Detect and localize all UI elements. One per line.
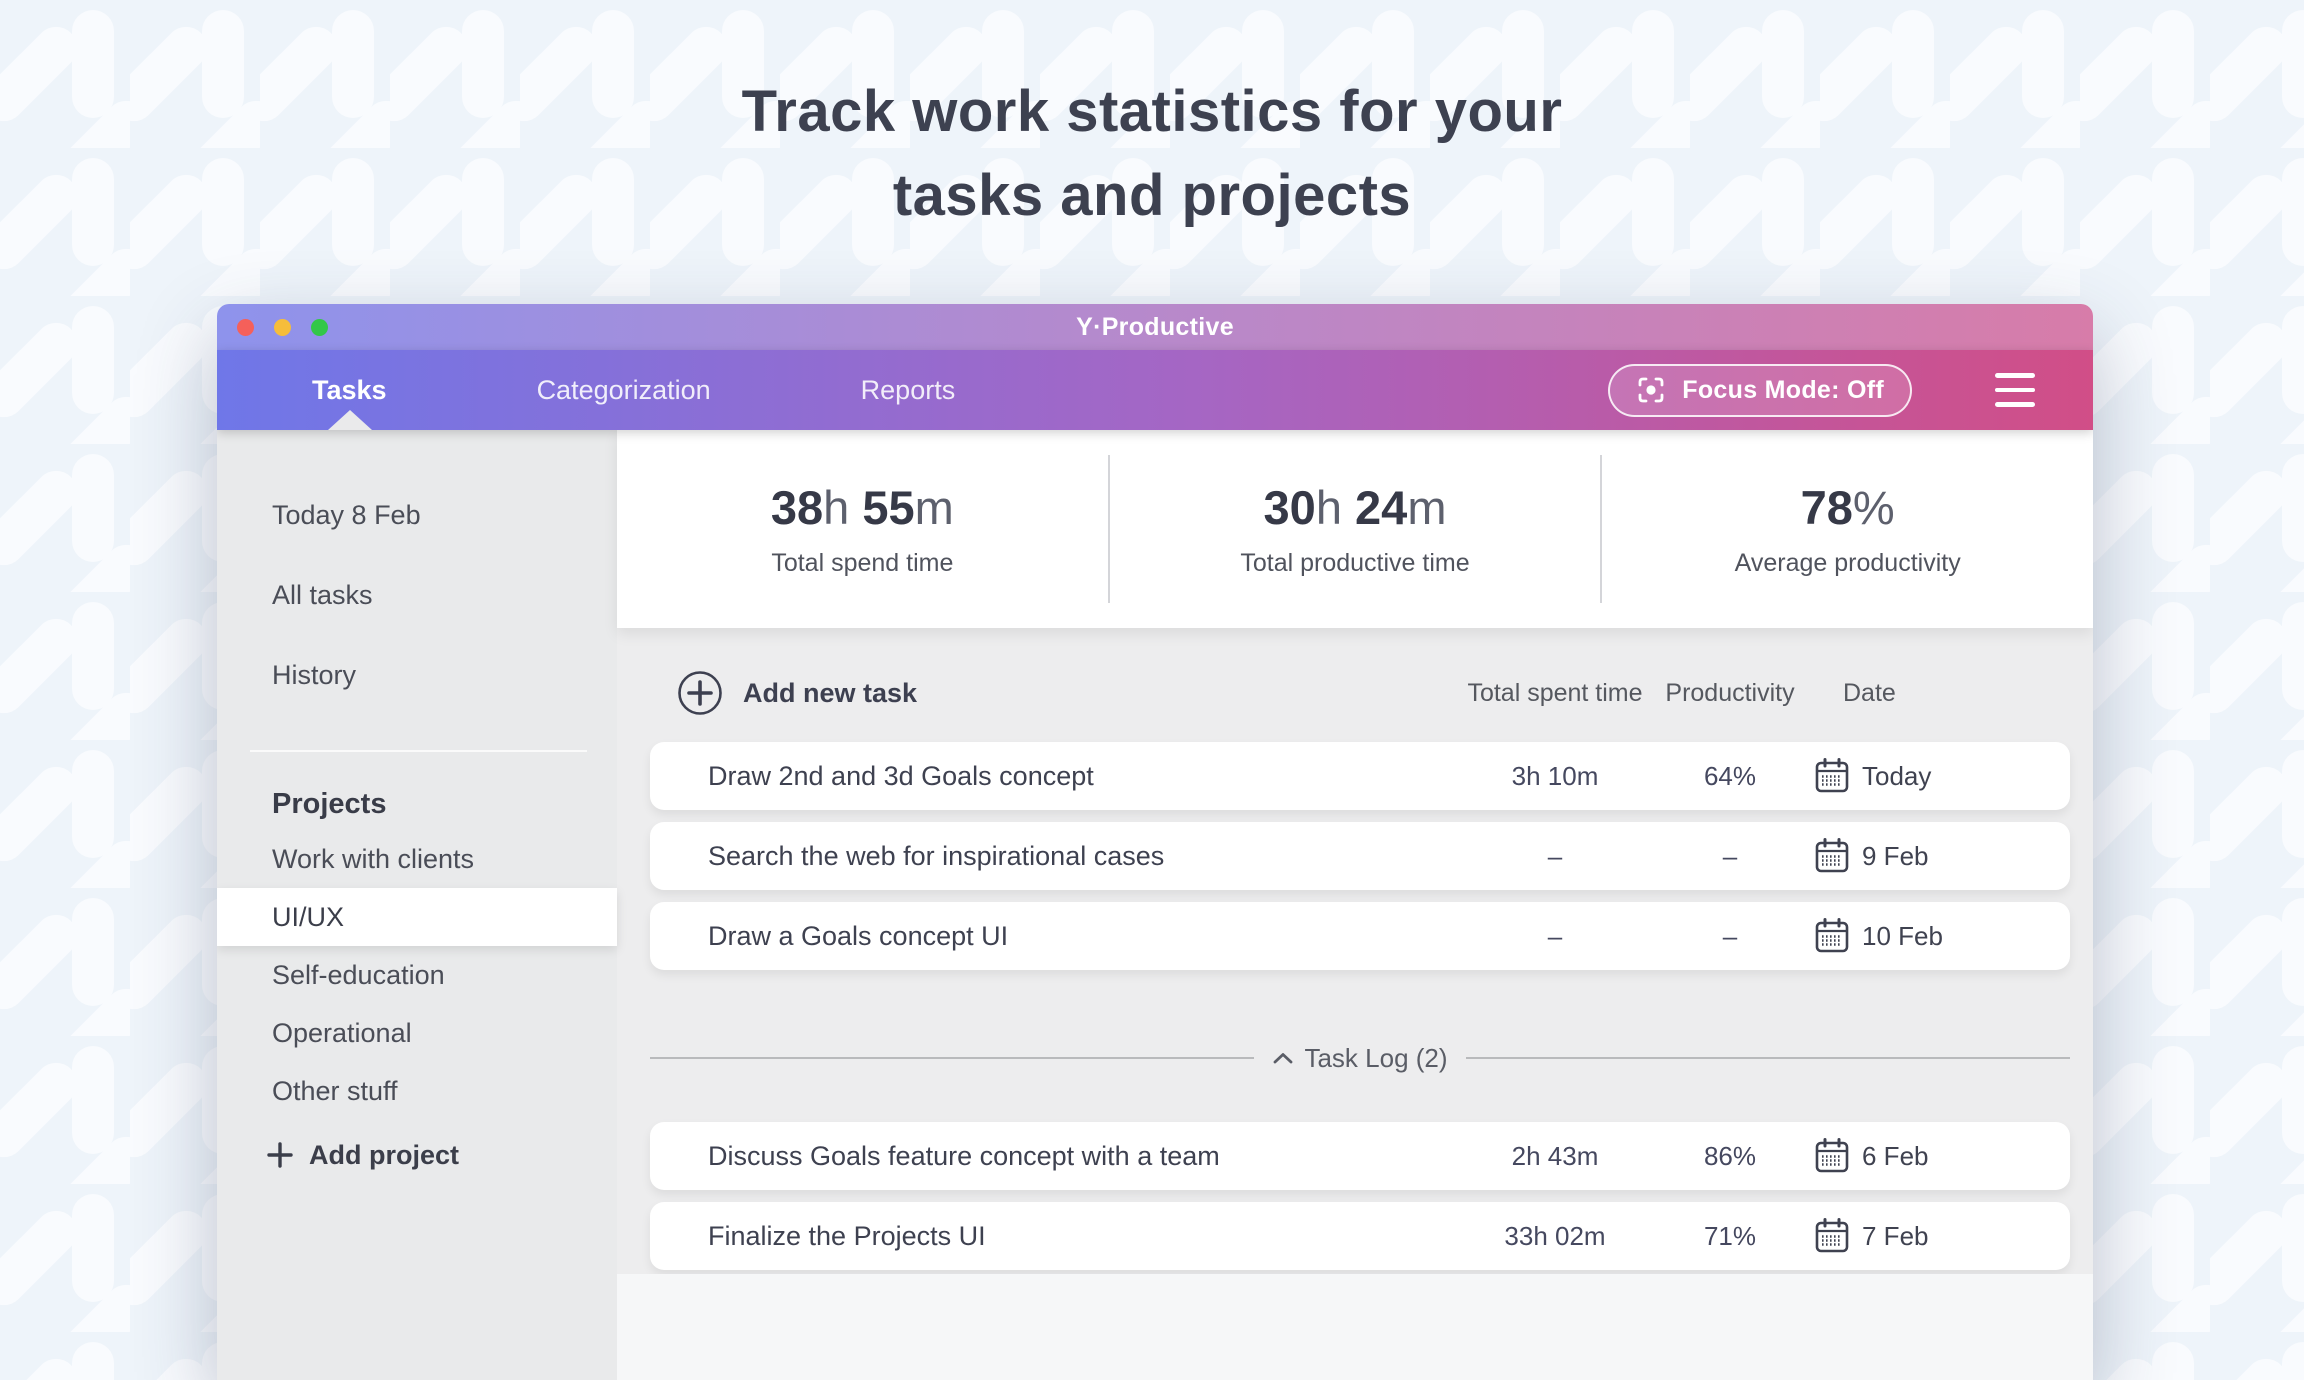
task-row[interactable]: Search the web for inspirational cases –… (650, 822, 2070, 890)
minimize-button[interactable] (274, 318, 291, 336)
stat-label: Average productivity (1734, 549, 1961, 577)
column-header-productivity: Productivity (1665, 678, 1795, 707)
plus-icon (267, 1142, 293, 1168)
main-area: 38h 55m Total spend time 30h 24m Total p… (617, 430, 2093, 1380)
app-window: Y·Productive Tasks Categorization Report… (217, 304, 2093, 1380)
sidebar-item-uiux[interactable]: UI/UX (217, 888, 617, 946)
hero-headline: Track work statistics for your tasks and… (0, 0, 2304, 238)
stat-value: 38h 55m (770, 481, 954, 534)
chevron-up-icon (1272, 1051, 1294, 1065)
task-date: 9 Feb (1815, 838, 2070, 874)
stat-label: Total spend time (771, 549, 954, 577)
tab-categorization[interactable]: Categorization (536, 374, 711, 405)
stat-average-productivity: 78% Average productivity (1602, 430, 2093, 628)
sidebar-item-all-tasks[interactable]: All tasks (272, 579, 373, 610)
calendar-icon (1815, 1138, 1849, 1174)
task-name: Draw a Goals concept UI (708, 920, 1009, 951)
task-name: Discuss Goals feature concept with a tea… (708, 1140, 1220, 1171)
sidebar-divider (250, 750, 587, 752)
navbar: Tasks Categorization Reports Focus Mode:… (217, 350, 2093, 430)
task-time: 3h 10m (1511, 760, 1599, 791)
task-row[interactable]: Draw a Goals concept UI – – (650, 902, 2070, 970)
sidebar-item-history[interactable]: History (272, 659, 357, 690)
divider-line (1465, 1056, 2071, 1060)
add-project-label: Add project (309, 1139, 460, 1170)
task-productivity: – (1722, 840, 1738, 871)
task-log-label-group: Task Log (2) (1272, 1042, 1448, 1074)
column-header-total-spent-time: Total spent time (1467, 678, 1643, 707)
task-name: Search the web for inspirational cases (708, 840, 1165, 871)
active-tab-notch (328, 410, 372, 430)
stat-divider (1107, 455, 1110, 603)
plus-circle-icon (677, 670, 723, 716)
task-productivity: 86% (1703, 1140, 1757, 1171)
sidebar-item-operational[interactable]: Operational (272, 1017, 412, 1048)
task-date: Today (1815, 758, 2070, 794)
task-time: 33h 02m (1504, 1220, 1606, 1251)
task-list-section: Add new task Total spent time Productivi… (617, 628, 2093, 1274)
calendar-icon (1815, 1218, 1849, 1254)
task-name: Draw 2nd and 3d Goals concept (708, 760, 1094, 791)
task-time: – (1547, 920, 1563, 951)
sidebar-item-other-stuff[interactable]: Other stuff (272, 1075, 398, 1106)
tab-reports[interactable]: Reports (860, 374, 956, 405)
main-bottom-area (617, 1274, 2093, 1380)
task-log-row[interactable]: Finalize the Projects UI 33h 02m 71% (650, 1202, 2070, 1270)
close-button[interactable] (237, 318, 254, 336)
nav-tabs: Tasks Categorization Reports (217, 375, 955, 406)
task-time: 2h 43m (1511, 1140, 1599, 1171)
focus-mode-button[interactable]: Focus Mode: Off (1608, 363, 1912, 417)
stat-total-spend-time: 38h 55m Total spend time (617, 430, 1108, 628)
stats-panel: 38h 55m Total spend time 30h 24m Total p… (617, 430, 2093, 628)
sidebar-item-today[interactable]: Today 8 Feb (272, 499, 421, 530)
task-log-label: Task Log (2) (1304, 1042, 1448, 1073)
nav-right: Focus Mode: Off (1608, 363, 2093, 417)
task-row[interactable]: Draw 2nd and 3d Goals concept 3h 10m 64% (650, 742, 2070, 810)
stat-total-productive-time: 30h 24m Total productive time (1110, 430, 1601, 628)
task-productivity: 71% (1703, 1220, 1757, 1251)
calendar-icon (1815, 758, 1849, 794)
task-time: – (1547, 840, 1563, 871)
window-content: Today 8 Feb All tasks History Projects W… (217, 430, 2093, 1380)
stat-value: 78% (1800, 481, 1895, 534)
titlebar: Y·Productive (217, 304, 2093, 350)
task-date: 6 Feb (1815, 1138, 2070, 1174)
tab-tasks[interactable]: Tasks (312, 374, 387, 405)
task-date: 7 Feb (1815, 1218, 2070, 1254)
column-header-date: Date (1843, 678, 1896, 707)
sidebar-nav: Today 8 Feb All tasks History (217, 430, 617, 715)
stat-label: Total productive time (1240, 549, 1470, 577)
focus-mode-icon (1636, 375, 1666, 405)
zoom-button[interactable] (311, 318, 328, 336)
stat-value: 30h 24m (1263, 481, 1447, 534)
task-log-toggle[interactable]: Task Log (2) (650, 1040, 2071, 1076)
focus-mode-label: Focus Mode: Off (1682, 375, 1884, 404)
task-date: 10 Feb (1815, 918, 2070, 954)
calendar-icon (1815, 838, 1849, 874)
task-name: Finalize the Projects UI (708, 1220, 986, 1251)
traffic-lights (237, 304, 328, 350)
sidebar: Today 8 Feb All tasks History Projects W… (217, 430, 617, 1380)
calendar-icon (1815, 918, 1849, 954)
sidebar-item-self-education[interactable]: Self-education (272, 959, 445, 990)
task-productivity: – (1722, 920, 1738, 951)
projects-header: Projects (272, 787, 387, 820)
add-new-task-label: Add new task (743, 677, 918, 708)
sidebar-item-work-with-clients[interactable]: Work with clients (272, 843, 475, 874)
task-list-header-row: Add new task Total spent time Productivi… (650, 658, 2070, 728)
stat-divider (1600, 455, 1603, 603)
menu-icon[interactable] (1995, 373, 2035, 407)
task-log-row[interactable]: Discuss Goals feature concept with a tea… (650, 1122, 2070, 1190)
task-productivity: 64% (1703, 760, 1757, 791)
headline-line-2: tasks and projects (892, 163, 1412, 228)
divider-line (650, 1056, 1255, 1060)
add-new-task-button[interactable]: Add new task (650, 670, 1465, 716)
window-title: Y·Productive (1076, 312, 1234, 341)
add-project-button[interactable]: Add project (217, 1126, 617, 1184)
headline-line-1: Track work statistics for your (741, 79, 1563, 144)
